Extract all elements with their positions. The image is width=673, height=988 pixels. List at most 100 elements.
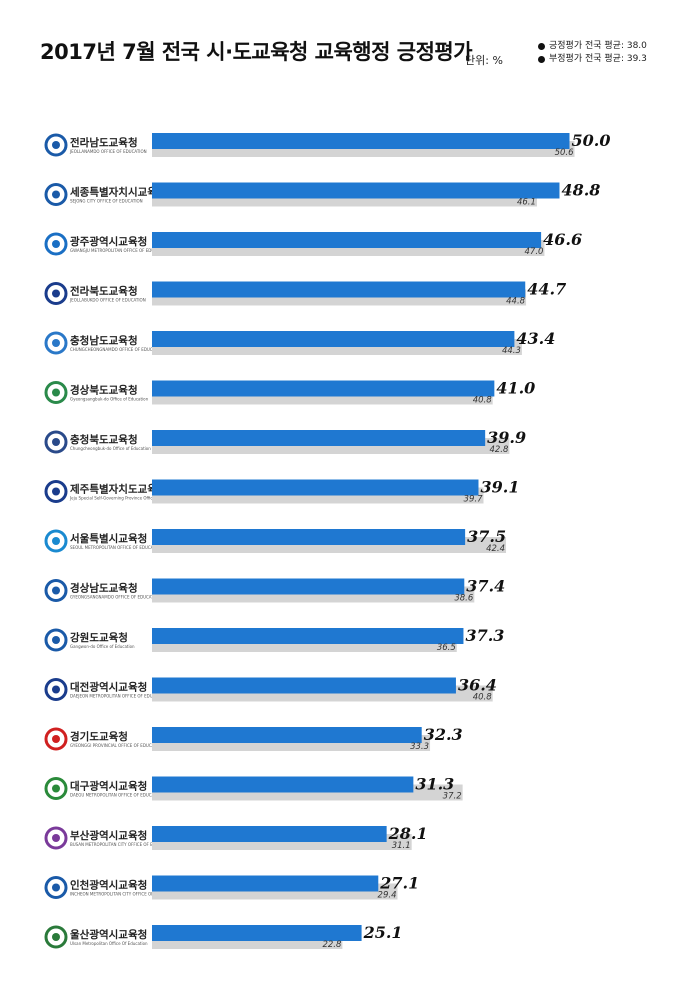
positive-value-label: 28.1 <box>388 824 428 843</box>
office-name-label: 전라북도교육청 <box>70 285 138 298</box>
legend-label-negative: 부정평가 전국 평균: 39.3 <box>549 54 647 64</box>
office-english-label: Jeju Special Self-Governing Province Off… <box>69 496 182 501</box>
positive-bar <box>152 776 414 793</box>
positive-bar <box>152 628 464 644</box>
office-english-label: GYEONGGI PROVINCIAL OFFICE OF EDUCATION <box>70 743 164 748</box>
office-name-label: 광주광역시교육청 <box>70 235 147 248</box>
office-english-label: Chungcheongbuk-do Office of Education <box>70 446 151 451</box>
logo-ring-icon <box>44 678 68 701</box>
logo-ring-icon <box>44 628 68 652</box>
office-name-label: 경상남도교육청 <box>70 582 138 595</box>
positive-value-label: 43.4 <box>516 329 555 348</box>
logo-core-icon <box>52 339 60 347</box>
office-english-label: JEOLLANAMDO OFFICE OF EDUCATION <box>69 149 147 154</box>
bullet-icon <box>538 43 545 50</box>
office-english-label: Gyeongsangbuk-do Office of Education <box>70 397 149 402</box>
legend-item-positive: 긍정평가 전국 평균: 38.0 <box>538 40 647 53</box>
negative-value-label: 44.8 <box>506 297 526 307</box>
positive-bar <box>152 331 515 347</box>
office-logo-icon <box>44 876 68 899</box>
negative-value-label: 36.5 <box>437 643 456 653</box>
office-logo-icon <box>44 331 68 355</box>
office-logo-icon <box>44 529 68 553</box>
positive-bar <box>152 727 422 743</box>
office-logo-icon <box>44 628 68 652</box>
positive-bar <box>152 182 560 199</box>
office-name-label: 대구광역시교육청 <box>70 780 147 793</box>
negative-value-label: 50.6 <box>555 148 575 158</box>
office-name-label: 충청남도교육청 <box>70 334 138 347</box>
logo-ring-icon <box>44 727 68 751</box>
bullet-icon <box>538 56 545 63</box>
logo-core-icon <box>52 438 60 446</box>
logo-ring-icon <box>44 925 68 949</box>
logo-ring-icon <box>44 430 68 454</box>
logo-core-icon <box>52 735 60 743</box>
negative-value-label: 33.3 <box>410 742 429 752</box>
logo-core-icon <box>52 586 60 595</box>
positive-bar <box>152 281 526 298</box>
negative-value-label: 42.8 <box>489 445 509 455</box>
office-logo-icon <box>44 232 68 256</box>
office-english-label: CHUNGCHEONGNAMDO OFFICE OF EDUCATION <box>70 347 165 352</box>
logo-ring-icon <box>44 331 68 355</box>
positive-bar <box>152 826 387 842</box>
logo-ring-icon <box>44 777 68 800</box>
positive-value-label: 50.0 <box>572 131 611 150</box>
positive-value-label: 39.9 <box>487 428 526 447</box>
office-logo-icon <box>44 678 68 701</box>
office-english-label: DAEJEON METROPOLITAN OFFICE OF EDUCATION <box>70 694 168 699</box>
logo-core-icon <box>52 289 60 298</box>
positive-bar <box>152 430 486 446</box>
logo-core-icon <box>52 240 60 248</box>
office-name-label: 부산광역시교육청 <box>70 829 147 842</box>
office-logo-icon <box>44 826 68 850</box>
logo-core-icon <box>52 190 60 199</box>
positive-bar <box>152 529 466 545</box>
logo-ring-icon <box>44 183 68 206</box>
logo-ring-icon <box>44 579 68 602</box>
office-name-label: 인천광역시교육청 <box>70 879 147 892</box>
logo-ring-icon <box>44 133 68 157</box>
office-name-label: 대전광역시교육청 <box>70 681 147 694</box>
positive-value-label: 27.1 <box>379 874 419 893</box>
positive-value-label: 37.5 <box>467 527 506 546</box>
logo-core-icon <box>52 883 60 892</box>
office-logo-icon <box>44 925 68 949</box>
logo-core-icon <box>52 537 60 545</box>
logo-core-icon <box>52 141 60 149</box>
positive-bar <box>152 380 495 397</box>
positive-bar <box>152 479 479 496</box>
office-logo-icon <box>44 133 68 157</box>
legend: 긍정평가 전국 평균: 38.0 부정평가 전국 평균: 39.3 <box>538 40 647 66</box>
negative-value-label: 37.2 <box>443 792 462 802</box>
office-english-label: DAEGU METROPOLITAN OFFICE OF EDUCATION <box>70 793 164 798</box>
positive-value-label: 25.1 <box>363 923 403 942</box>
office-english-label: Gangwon-do Office of Education <box>70 644 135 649</box>
office-name-label: 강원도교육청 <box>70 631 128 644</box>
logo-core-icon <box>52 388 60 397</box>
office-logo-icon <box>44 777 68 800</box>
positive-value-label: 36.4 <box>458 676 497 695</box>
negative-value-label: 42.4 <box>486 544 505 554</box>
legend-item-negative: 부정평가 전국 평균: 39.3 <box>538 53 647 66</box>
positive-bar <box>152 232 542 248</box>
negative-value-label: 40.8 <box>473 396 493 406</box>
office-english-label: SEOUL METROPOLITAN OFFICE OF EDUCATION <box>70 545 163 550</box>
positive-value-label: 39.1 <box>480 478 519 497</box>
negative-value-label: 22.8 <box>322 940 342 950</box>
negative-value-label: 47.0 <box>525 247 544 257</box>
logo-ring-icon <box>44 876 68 899</box>
